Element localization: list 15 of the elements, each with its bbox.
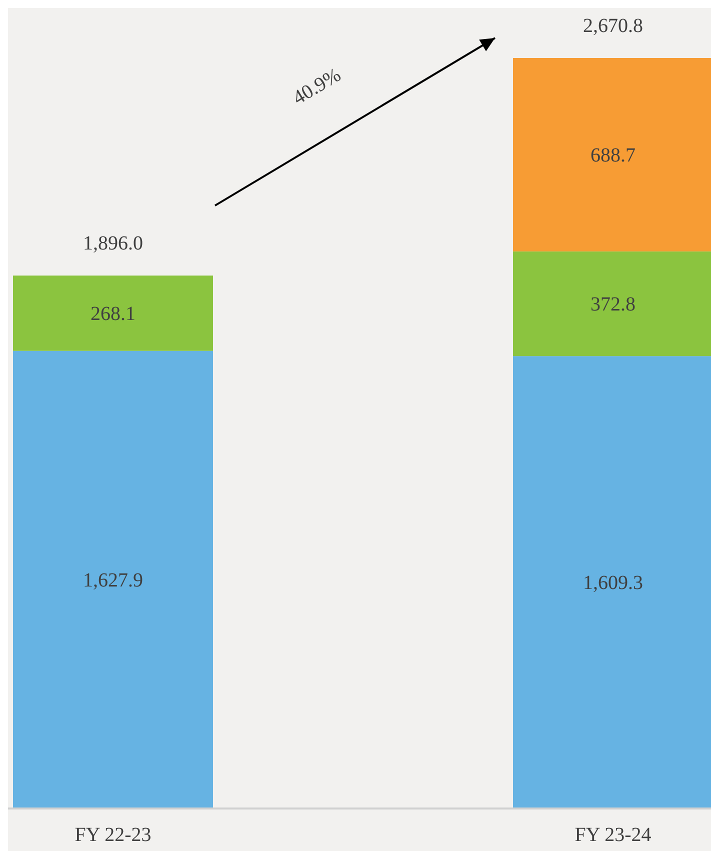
annotation: 40.9% (289, 64, 345, 110)
data-label: 1,627.9 (83, 569, 143, 592)
bar (13, 350, 213, 808)
data-label: 688.7 (590, 144, 636, 167)
data-label: 1,609.3 (583, 572, 643, 594)
bar (513, 251, 711, 356)
bar (13, 276, 213, 351)
bar (513, 356, 711, 808)
data-label: 268.1 (90, 303, 136, 326)
data-label: 372.8 (590, 294, 636, 316)
x-tick-label: FY 23-24 (574, 824, 652, 846)
bar (513, 58, 711, 252)
x-tick-label: FY 22-23 (74, 824, 152, 846)
total-label: 1,896.0 (83, 232, 143, 255)
total-label: 2,670.8 (583, 15, 643, 37)
